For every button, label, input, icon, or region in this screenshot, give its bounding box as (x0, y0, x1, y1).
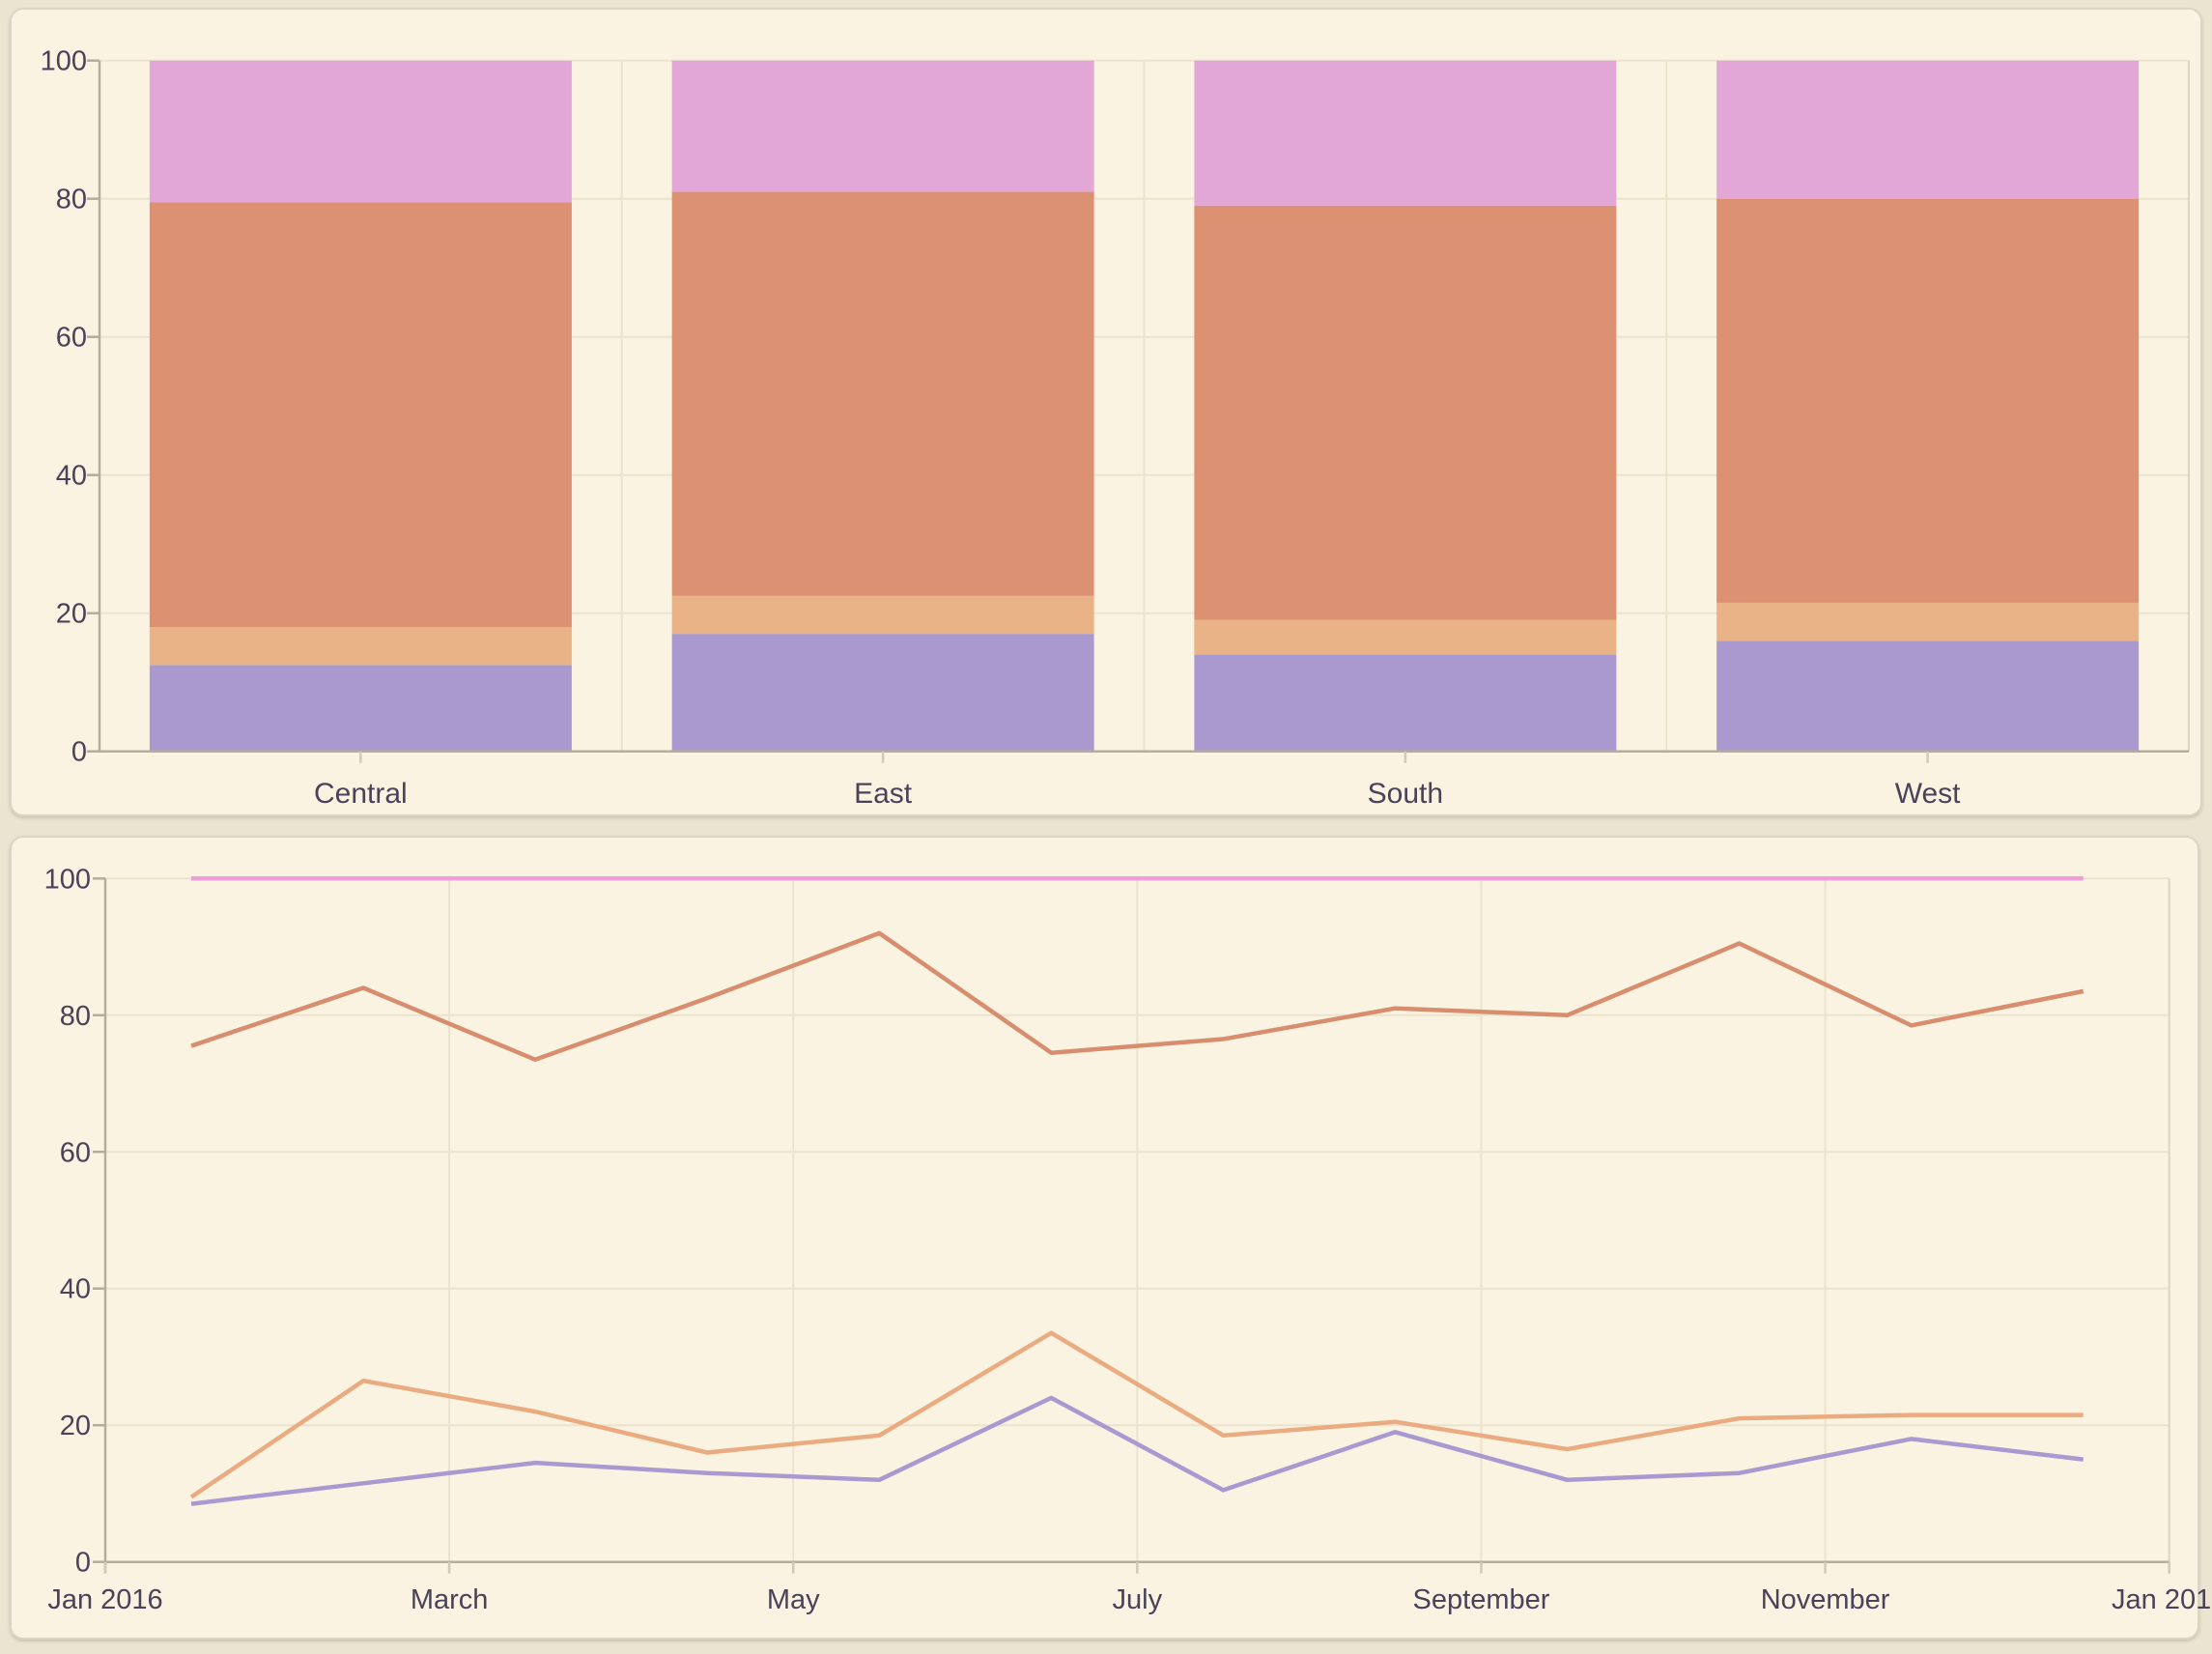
category-label-central: Central (314, 778, 408, 810)
category-label-south: South (1368, 778, 1443, 810)
bar-segment-series-purple-west[interactable] (1716, 641, 2140, 752)
bar-segment-series-purple-south[interactable] (1194, 654, 1617, 752)
x-tick-label-may: May (767, 1584, 820, 1615)
bar-segment-series-purple-east[interactable] (671, 634, 1094, 752)
bar-segment-series-orange-east[interactable] (671, 595, 1094, 635)
y-tick-label: 100 (41, 46, 87, 77)
bar-segment-series-pink-south[interactable] (1194, 60, 1617, 206)
bar-segment-series-pink-east[interactable] (671, 60, 1094, 192)
bar-segment-series-pink-west[interactable] (1716, 60, 2140, 199)
stacked-bar-chart-card: 0 20 40 60 80 100 Central East South West (10, 8, 2202, 816)
y-tick-label: 20 (56, 599, 87, 630)
bar-segment-series-salmon-east[interactable] (671, 191, 1094, 596)
x-tick-label-november: November (1761, 1584, 1890, 1615)
y-tick-label: 60 (60, 1137, 91, 1168)
x-tick-label-jan-2016: Jan 2016 (47, 1584, 162, 1615)
y-tick-label: 40 (60, 1274, 91, 1305)
category-label-west: West (1895, 778, 1961, 810)
x-tick-label-september: September (1413, 1584, 1550, 1615)
line-series-purple[interactable] (190, 1395, 2084, 1506)
bar-segment-series-salmon-south[interactable] (1194, 205, 1617, 620)
x-tick-label-july: July (1113, 1584, 1163, 1615)
bar-segment-series-salmon-central[interactable] (149, 202, 572, 627)
y-tick-label: 20 (60, 1411, 91, 1441)
y-tick-label: 100 (44, 864, 91, 895)
x-tick-label-march: March (411, 1584, 489, 1615)
category-label-east: East (854, 778, 913, 810)
line-chart: 0 20 40 60 80 100 Jan 2016 March May July Septembe… (44, 864, 2212, 1615)
y-tick-label: 40 (56, 461, 87, 492)
bar-segment-series-purple-central[interactable] (149, 665, 572, 752)
x-tick-label-jan-2017: Jan 2017 (2112, 1584, 2212, 1615)
bar-segment-series-orange-south[interactable] (1194, 619, 1617, 655)
bar-segment-series-orange-central[interactable] (149, 627, 572, 666)
stacked-bar-chart: 0 20 40 60 80 100 Central East South West (41, 46, 2190, 810)
y-tick-label: 80 (56, 185, 87, 215)
y-tick-label: 60 (56, 323, 87, 354)
y-tick-label: 0 (75, 1548, 91, 1579)
bar-segment-series-salmon-west[interactable] (1716, 198, 2140, 603)
line-chart-card: 0 20 40 60 80 100 Jan 2016 March May July Septembe… (10, 836, 2212, 1640)
line-series-salmon[interactable] (190, 930, 2084, 1063)
bar-segment-series-pink-central[interactable] (149, 60, 572, 203)
y-tick-label: 80 (60, 1001, 91, 1032)
y-tick-label: 0 (71, 737, 87, 768)
line-series-orange[interactable] (189, 1330, 2084, 1499)
bar-segment-series-orange-west[interactable] (1716, 602, 2140, 642)
